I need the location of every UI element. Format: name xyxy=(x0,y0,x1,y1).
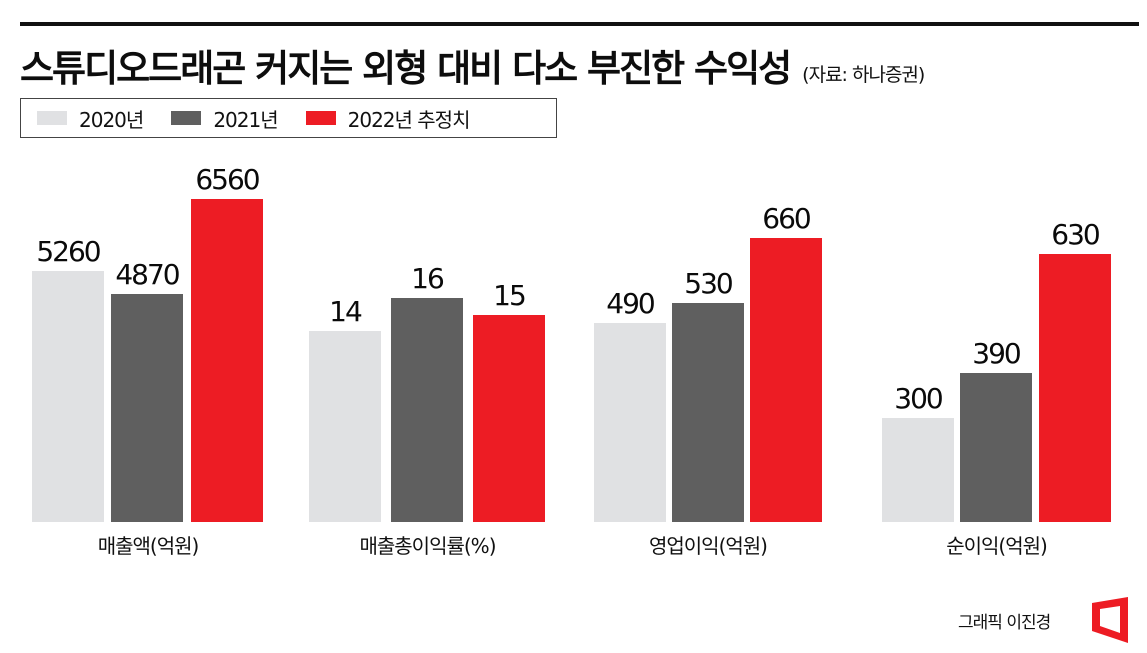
bar-2020 xyxy=(309,331,381,522)
bar-2022 xyxy=(750,238,822,522)
bar-2020 xyxy=(882,418,954,522)
bar-value: 530 xyxy=(684,267,733,300)
legend: 2020년 2021년 2022년 추정치 xyxy=(20,98,557,138)
data-source: (자료: 하나증권) xyxy=(802,64,925,86)
bar-2020 xyxy=(594,323,666,522)
bar-2021 xyxy=(391,298,463,522)
bar-value: 16 xyxy=(411,262,445,295)
bar-group-revenue: 5260 4870 6560 xyxy=(32,150,264,522)
legend-swatch-2020 xyxy=(37,111,67,125)
legend-swatch-2022 xyxy=(305,111,336,125)
bar-value: 5260 xyxy=(36,235,101,268)
bar-2022 xyxy=(191,199,263,522)
legend-item-2022: 2022년 추정치 xyxy=(305,104,471,133)
top-rule xyxy=(20,22,1139,26)
category-label: 매출총이익률(%) xyxy=(359,534,496,558)
bar-value: 490 xyxy=(606,287,655,320)
bar-value: 15 xyxy=(493,279,527,312)
legend-label: 2022년 추정치 xyxy=(347,107,471,132)
bar-value: 14 xyxy=(329,295,363,328)
chart-title: 스튜디오드래곤 커지는 외형 대비 다소 부진한 수익성 xyxy=(20,47,792,90)
bar-2021 xyxy=(111,294,183,522)
legend-label: 2020년 xyxy=(79,107,144,132)
bar-2022 xyxy=(473,315,545,522)
legend-label: 2021년 xyxy=(213,107,278,132)
legend-swatch-2021 xyxy=(171,111,202,125)
bar-2022 xyxy=(1039,254,1111,522)
bar-value: 300 xyxy=(894,382,943,415)
red-trapezoid-logo-icon xyxy=(1092,597,1128,643)
bar-value: 4870 xyxy=(115,258,180,291)
category-label: 순이익(억원) xyxy=(946,534,1048,558)
chart-title-row: 스튜디오드래곤 커지는 외형 대비 다소 부진한 수익성 (자료: 하나증권) xyxy=(20,38,925,90)
legend-item-2021: 2021년 xyxy=(171,104,279,133)
bar-group-gross-margin: 14 16 15 xyxy=(309,150,546,522)
bar-value: 390 xyxy=(972,337,1021,370)
bar-group-operating-profit: 490 530 660 xyxy=(594,150,822,522)
bar-2021 xyxy=(672,303,744,522)
bar-value: 6560 xyxy=(195,163,260,196)
category-label: 영업이익(억원) xyxy=(648,534,768,558)
bar-value: 630 xyxy=(1051,218,1100,251)
category-label: 매출액(억원) xyxy=(97,534,200,558)
graphic-credit: 그래픽 이진경 xyxy=(958,613,1051,633)
bar-2021 xyxy=(960,373,1032,522)
bar-2020 xyxy=(32,271,104,522)
bar-value: 660 xyxy=(762,202,811,235)
legend-item-2020: 2020년 xyxy=(37,104,144,133)
bar-group-net-income: 300 390 630 xyxy=(882,150,1111,522)
